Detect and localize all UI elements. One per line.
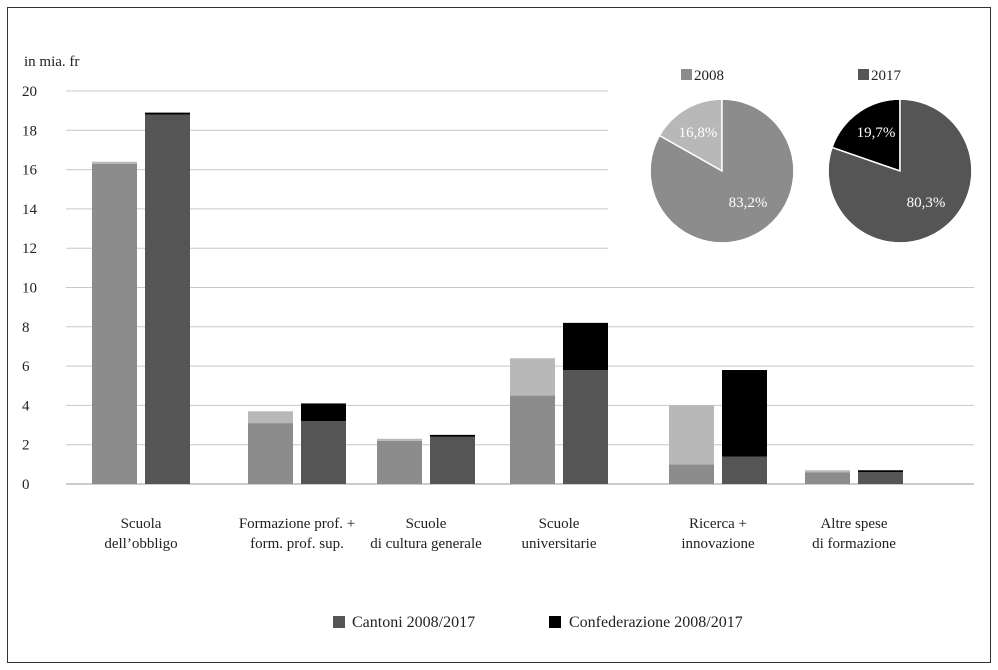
x-tick-label: Scuola (121, 516, 162, 532)
y-tick-label: 20 (22, 84, 37, 100)
bar-confederazione-2017 (301, 403, 346, 422)
pie-label-confederazione: 19,7% (857, 125, 896, 141)
bar-cantoni-2008 (377, 440, 422, 484)
legend: Cantoni 2008/2017 Confederazione 2008/201… (333, 614, 743, 631)
y-tick-label: 10 (22, 281, 37, 297)
x-tick-label: Altre spese (820, 516, 887, 532)
pie-label-cantoni: 83,2% (729, 195, 768, 211)
y-tick-label: 14 (22, 202, 38, 218)
y-tick-label: 8 (22, 320, 30, 336)
x-tick-label: di formazione (812, 536, 896, 552)
bar-cantoni-2017 (430, 436, 475, 484)
y-tick-label: 16 (22, 163, 38, 179)
bars (92, 112, 903, 484)
bar-cantoni-2008 (805, 472, 850, 484)
legend-swatch-confederazione (549, 616, 561, 628)
x-tick-label: universitarie (522, 536, 597, 552)
legend-label-confederazione: Confederazione 2008/2017 (569, 614, 743, 631)
bar-confederazione-2017 (145, 112, 190, 115)
y-tick-labels: 0 2 4 6 8 10 12 14 16 18 20 (22, 84, 38, 493)
chart-frame: in mia. fr 0 2 4 6 8 10 12 14 16 18 20 Scuola dell’… (7, 7, 991, 663)
bar-cantoni-2008 (248, 423, 293, 484)
pie-charts: 83,2% 16,8% 2008 80,3% 19,7% 2017 (649, 68, 973, 244)
chart-svg: in mia. fr 0 2 4 6 8 10 12 14 16 18 20 Scuola dell’… (22, 54, 974, 631)
bar-confederazione-2017 (563, 322, 608, 371)
x-tick-label: form. prof. sup. (250, 536, 344, 552)
bar-confederazione-2008 (805, 470, 850, 473)
legend-label-cantoni: Cantoni 2008/2017 (352, 614, 475, 631)
x-tick-label: Scuole (539, 516, 580, 532)
bar-confederazione-2008 (510, 358, 555, 396)
bar-cantoni-2017 (563, 370, 608, 484)
x-tick-label: Ricerca + (689, 516, 747, 532)
bar-confederazione-2008 (92, 161, 137, 164)
bar-confederazione-2017 (858, 470, 903, 473)
pie-outline (649, 98, 795, 244)
pie-legend-label: 2008 (694, 68, 724, 84)
x-tick-label: dell’obbligo (104, 536, 177, 552)
bar-cantoni-2017 (301, 421, 346, 484)
y-tick-label: 6 (22, 359, 30, 375)
bar-cantoni-2017 (722, 456, 767, 484)
bar-cantoni-2008 (669, 464, 714, 484)
bar-confederazione-2008 (669, 405, 714, 465)
x-tick-labels: Scuola dell’obbligo Formazione prof. + form… (104, 516, 896, 552)
pie-legend-swatch (858, 69, 869, 80)
y-axis-label: in mia. fr (24, 54, 79, 70)
legend-swatch-cantoni (333, 616, 345, 628)
pie-label-cantoni: 80,3% (907, 195, 946, 211)
bar-cantoni-2017 (145, 114, 190, 484)
x-tick-label: Scuole (406, 516, 447, 532)
gridlines (66, 90, 974, 485)
bar-confederazione-2008 (377, 438, 422, 441)
pie-outline (827, 98, 973, 244)
pie-label-confederazione: 16,8% (679, 125, 718, 141)
y-tick-label: 4 (22, 398, 30, 414)
pie-legend-label: 2017 (871, 68, 902, 84)
bar-cantoni-2017 (858, 472, 903, 484)
y-tick-label: 18 (22, 123, 37, 139)
y-tick-label: 12 (22, 241, 37, 257)
y-tick-label: 2 (22, 438, 30, 454)
bar-confederazione-2017 (430, 434, 475, 437)
bar-cantoni-2008 (92, 163, 137, 484)
bar-cantoni-2008 (510, 395, 555, 484)
pie-legend-swatch (681, 69, 692, 80)
x-tick-label: innovazione (681, 536, 755, 552)
bar-confederazione-2017 (722, 370, 767, 457)
x-tick-label: di cultura generale (370, 536, 482, 552)
x-tick-label: Formazione prof. + (239, 516, 355, 532)
bar-confederazione-2008 (248, 411, 293, 424)
y-tick-label: 0 (22, 477, 30, 493)
